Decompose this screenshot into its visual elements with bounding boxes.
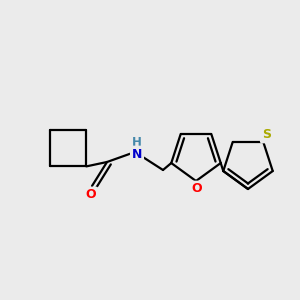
Text: H: H	[132, 136, 142, 148]
Text: O: O	[192, 182, 202, 196]
Text: S: S	[262, 128, 271, 142]
Text: O: O	[86, 188, 96, 202]
Text: N: N	[132, 148, 142, 160]
